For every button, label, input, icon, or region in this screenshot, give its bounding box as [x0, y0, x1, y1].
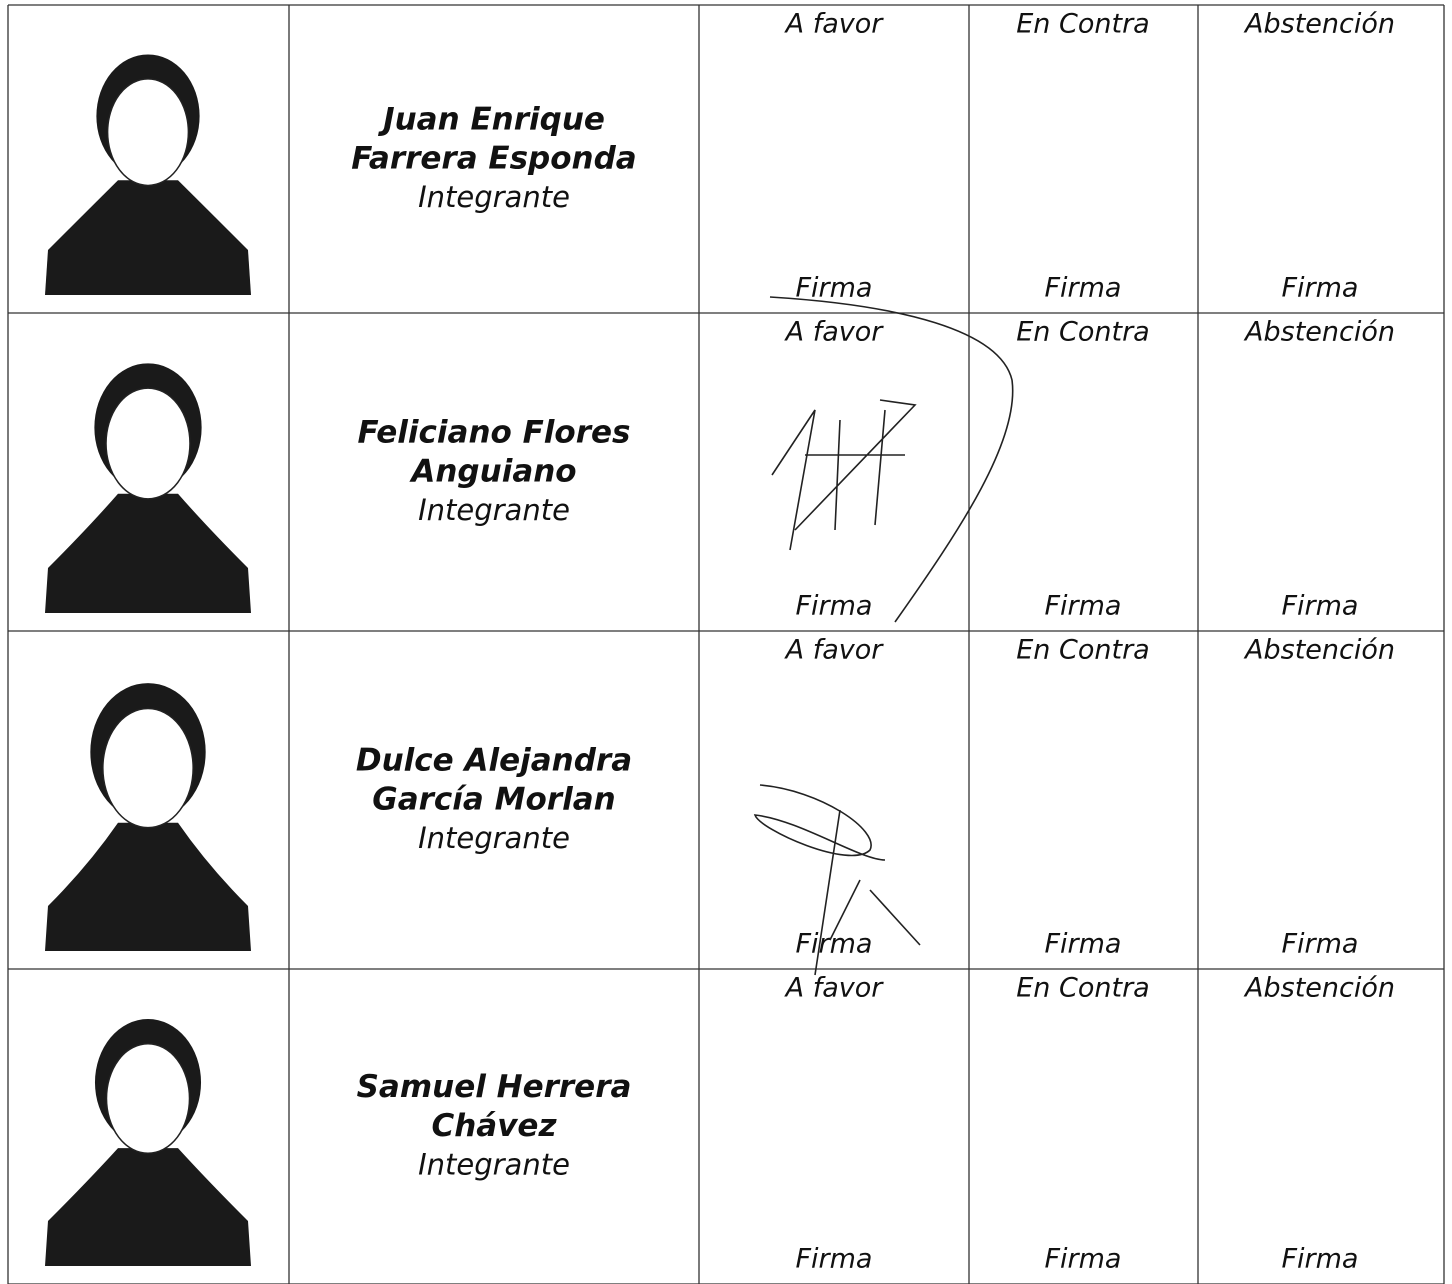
signature-label: Firma — [1282, 273, 1359, 304]
portrait-body — [45, 1148, 251, 1266]
vote-option: En Contra — [1016, 317, 1149, 348]
vote-option: Abstención — [1243, 317, 1395, 348]
portrait-body — [45, 493, 251, 613]
signature-label: Firma — [796, 591, 873, 622]
signature-label: Firma — [1045, 273, 1122, 304]
portrait-body — [45, 180, 251, 295]
signature-label: Firma — [1282, 1244, 1359, 1275]
member-role: Integrante — [418, 493, 570, 527]
vote-option: A favor — [784, 9, 885, 40]
portrait-face — [105, 387, 191, 500]
member-name: Anguiano — [408, 454, 576, 490]
portrait-face — [106, 78, 190, 187]
vote-option: En Contra — [1016, 973, 1149, 1004]
signature-label: Firma — [796, 273, 873, 304]
portrait — [45, 683, 251, 951]
vote-option: Abstención — [1243, 9, 1395, 40]
member-name: Feliciano Flores — [358, 415, 631, 451]
portrait — [45, 54, 251, 295]
signature-label: Firma — [1045, 929, 1122, 960]
portrait-body — [45, 822, 251, 951]
vote-option: En Contra — [1016, 635, 1149, 666]
member-role: Integrante — [418, 821, 570, 855]
signature-stroke — [769, 296, 1014, 623]
signature-label: Firma — [1045, 1244, 1122, 1275]
member-name: Samuel Herrera — [357, 1069, 632, 1105]
portrait-face — [105, 1042, 191, 1154]
vote-option: A favor — [784, 317, 885, 348]
signature-label: Firma — [796, 1244, 873, 1275]
portrait-face — [102, 707, 194, 829]
member-name: Farrera Esponda — [351, 141, 636, 177]
signature-stroke — [771, 399, 917, 551]
portrait — [45, 1019, 251, 1266]
member-name: García Morlan — [372, 782, 615, 818]
member-name: Dulce Alejandra — [356, 743, 632, 779]
vote-option: En Contra — [1016, 9, 1149, 40]
vote-option: Abstención — [1243, 635, 1395, 666]
signature-stroke — [753, 784, 921, 976]
vote-option: A favor — [784, 973, 885, 1004]
member-name: Chávez — [431, 1108, 557, 1144]
signatures — [753, 296, 1014, 976]
member-name: Juan Enrique — [377, 102, 605, 138]
signature-label: Firma — [1282, 929, 1359, 960]
signature-label: Firma — [1282, 591, 1359, 622]
vote-option: Abstención — [1243, 973, 1395, 1004]
portrait — [45, 363, 251, 613]
vote-option: A favor — [784, 635, 885, 666]
member-role: Integrante — [418, 180, 570, 214]
member-role: Integrante — [418, 1148, 570, 1182]
signature-label: Firma — [1045, 591, 1122, 622]
